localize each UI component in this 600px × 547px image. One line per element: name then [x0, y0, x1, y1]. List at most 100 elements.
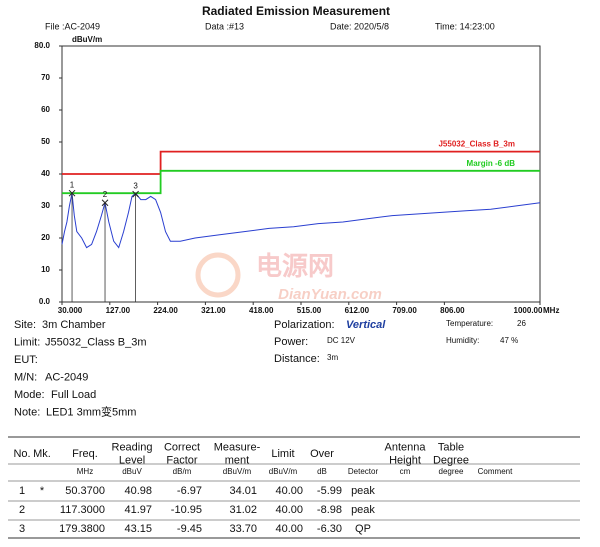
watermark-en: DianYuan.com — [278, 286, 382, 303]
column-title: Reading — [112, 441, 153, 453]
info-value: 47 % — [500, 336, 518, 345]
info-label: Note: — [14, 406, 40, 418]
table-cell: 43.15 — [124, 523, 152, 535]
x-tick-label: 418.00 — [249, 306, 274, 315]
table-cell: -6.30 — [317, 523, 342, 535]
y-tick-label: 60 — [41, 105, 50, 114]
info-value: DC 12V — [327, 336, 356, 345]
x-tick-label: 224.00 — [153, 306, 178, 315]
table-cell: 40.00 — [275, 504, 303, 516]
table-cell: 33.70 — [229, 523, 257, 535]
table-cell: 40.98 — [124, 485, 152, 497]
table-cell: 179.3800 — [59, 523, 105, 535]
title: Radiated Emission Measurement — [202, 4, 390, 18]
column-unit: dBuV/m — [223, 467, 252, 476]
column-unit: degree — [439, 467, 464, 476]
column-unit: dBuV/m — [269, 467, 298, 476]
column-unit: dBuV — [122, 467, 142, 476]
table-cell: 50.3700 — [65, 485, 105, 497]
y-tick-label: 20 — [41, 233, 50, 242]
info-value: 3m Chamber — [42, 319, 106, 331]
x-tick-label: 127.00 — [106, 306, 131, 315]
column-title: Height — [389, 454, 421, 466]
x-tick-label: 709.00 — [392, 306, 417, 315]
info-value: J55032_Class B_3m — [45, 336, 147, 348]
marker — [101, 199, 109, 207]
info-value: 3m — [327, 353, 338, 362]
limit-line — [62, 169, 540, 195]
info-value: Full Load — [51, 389, 96, 401]
column-unit: Detector — [348, 467, 379, 476]
data-no: Data :#13 — [205, 21, 244, 31]
column-title: Measure- — [214, 441, 261, 453]
column-unit: dB — [317, 467, 327, 476]
marker — [132, 190, 139, 198]
table-cell: 3 — [19, 523, 25, 535]
date: Date: 2020/5/8 — [330, 21, 389, 31]
column-title: Freq. — [72, 448, 98, 460]
table-cell: 2 — [19, 504, 25, 516]
column-title: Factor — [166, 454, 198, 466]
info-value: AC-2049 — [45, 371, 88, 383]
info-label: M/N: — [14, 371, 37, 383]
info-label: Polarization: — [274, 319, 335, 331]
table-cell: -8.98 — [317, 504, 342, 516]
file: File :AC-2049 — [45, 21, 100, 31]
x-tick-label: 515.00 — [297, 306, 322, 315]
table-cell: 31.02 — [229, 504, 257, 516]
table-cell: peak — [351, 504, 375, 516]
column-title: Table — [438, 441, 464, 453]
y-tick-label: 30 — [41, 201, 50, 210]
watermark-logo — [195, 252, 241, 298]
y-tick-label: 70 — [41, 73, 50, 82]
chart: 0.0 10 20 30 40 50 60 70 80.0 dBuV/m 30.000 127.00 2… — [34, 35, 559, 315]
series-label: J55032_Class B_3m — [438, 140, 515, 149]
y-tick-label: 40 — [41, 169, 50, 178]
table-cell: -10.95 — [171, 504, 202, 516]
trace — [61, 192, 541, 249]
time: Time: 14:23:00 — [435, 21, 495, 31]
info-value: LED1 3mm变5mm — [46, 404, 136, 418]
table-cell: -6.97 — [177, 485, 202, 497]
column-unit: cm — [400, 467, 411, 476]
table-cell: * — [40, 485, 45, 497]
y-axis-label: dBuV/m — [72, 35, 102, 44]
table-cell: -5.99 — [317, 485, 342, 497]
info-label: Distance: — [274, 353, 320, 365]
watermark-cn: 电源网 — [256, 251, 334, 281]
table-cell: 41.97 — [124, 504, 152, 516]
info-label: Temperature: — [446, 319, 493, 328]
info-label: Humidity: — [446, 336, 479, 345]
x-tick-label: 806.00 — [440, 306, 465, 315]
marker — [68, 189, 76, 197]
marker-label: 1 — [70, 180, 75, 189]
column-title: Limit — [271, 448, 294, 460]
x-tick-label: 1000.00 — [514, 306, 543, 315]
table-cell: QP — [355, 523, 371, 535]
info-label: Limit: — [14, 336, 40, 348]
table-cell: 34.01 — [229, 485, 257, 497]
column-title: No. — [13, 448, 30, 460]
marker-label: 3 — [133, 181, 138, 190]
info-label: EUT: — [14, 354, 38, 366]
info-label: Site: — [14, 319, 36, 331]
table-cell: 1 — [19, 485, 25, 497]
y-tick-label: 50 — [41, 137, 50, 146]
column-title: Mk. — [33, 448, 51, 460]
column-unit: Comment — [478, 467, 513, 476]
x-axis-label: MHz — [543, 306, 559, 315]
info-value: 26 — [517, 319, 526, 328]
marker-label: 2 — [103, 190, 108, 199]
table-cell: 117.3000 — [60, 504, 105, 516]
x-tick-label: 612.00 — [345, 306, 370, 315]
column-unit: dB/m — [173, 467, 192, 476]
table-cell: peak — [351, 485, 375, 497]
series-label: Margin -6 dB — [467, 159, 516, 168]
column-title: Over — [310, 448, 334, 460]
info-label: Mode: — [14, 389, 45, 401]
column-unit: MHz — [77, 467, 93, 476]
limit-line — [62, 150, 540, 175]
y-tick-label: 80.0 — [34, 41, 50, 50]
